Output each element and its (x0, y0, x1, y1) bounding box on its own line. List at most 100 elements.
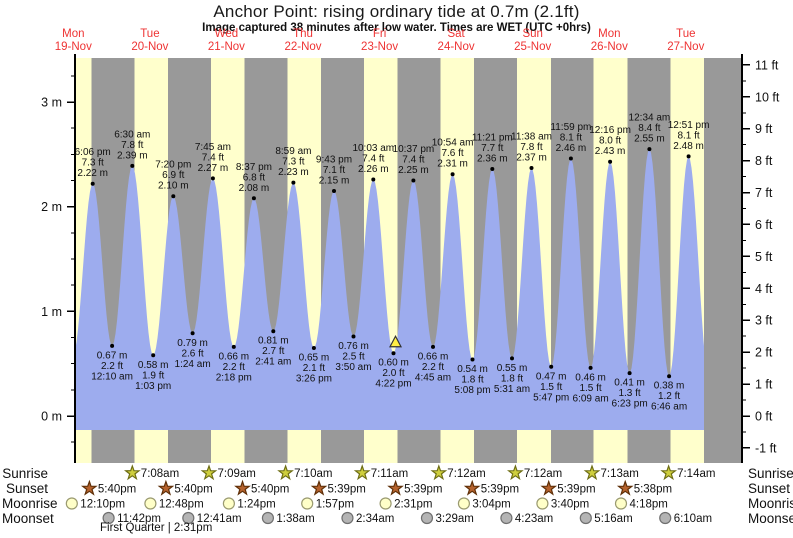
moonrise-time: 1:57pm (316, 499, 354, 511)
tide-point-low: 0.46 m 1.5 ft 6:09 am (573, 365, 609, 404)
moonrise-time: 3:04pm (472, 499, 510, 511)
page-title: Anchor Point: rising ordinary tide at 0.… (213, 2, 580, 21)
moonset-icon (341, 511, 354, 525)
moonrise-time: 12:48pm (159, 499, 204, 511)
tide-area (75, 149, 704, 430)
moonset-icon (102, 511, 115, 525)
svg-text:6:06 pm7.3 ft2.22 m: 6:06 pm 7.3 ft 2.22 m (75, 147, 111, 179)
moonrise-time: 12:10pm (80, 499, 125, 511)
current-tide-marker (389, 334, 403, 348)
moonrise-icon (457, 497, 471, 510)
page-subtitle: Image captured 38 minutes after low wate… (202, 22, 591, 34)
tide-point-high: 12:16 pm 8.0 ft 2.43 m (589, 125, 631, 164)
right-axis-tick-label: 4 ft (755, 282, 773, 296)
moonset-row-label-left: Moonset (2, 511, 54, 526)
tide-point-high: 12:34 am 8.4 ft 2.55 m (629, 113, 670, 152)
svg-text:10:03 am7.4 ft2.26 m: 10:03 am 7.4 ft 2.26 m (352, 143, 394, 175)
tide-point-high: 7:45 am 7.4 ft 2.27 m (195, 142, 231, 181)
tide-point-low: 0.66 m 2.2 ft 2:18 pm (216, 344, 252, 383)
moonrise-icon (222, 497, 235, 510)
svg-text:8:37 pm6.8 ft2.08 m: 8:37 pm 6.8 ft 2.08 m (236, 162, 272, 194)
svg-text:0.66 m2.2 ft4:45 am: 0.66 m 2.2 ft 4:45 am (415, 351, 451, 383)
right-axis-tick-label: 7 ft (755, 186, 773, 200)
svg-text:0.79 m2.6 ft1:24 am: 0.79 m 2.6 ft 1:24 am (175, 338, 211, 370)
right-axis-tick-label: 3 ft (755, 314, 773, 328)
moonrise-icon (614, 497, 628, 510)
sunrise-row-label-right: Sunrise (748, 466, 793, 481)
sunset-icon (387, 479, 404, 496)
svg-text:0.46 m1.5 ft6:09 am: 0.46 m 1.5 ft 6:09 am (573, 372, 609, 404)
sunset-icon (157, 479, 175, 496)
sunset-icon (616, 479, 634, 496)
right-axis-tick-label: 1 ft (755, 378, 773, 392)
sunrise-time: 7:14am (677, 468, 715, 480)
tide-point-low: 0.81 m 2.7 ft 2:41 am (255, 329, 291, 368)
tide-point-high: 6:30 am 7.8 ft 2.39 m (114, 129, 150, 168)
sunrise-time: 7:08am (141, 468, 179, 480)
sunset-time: 5:39pm (557, 484, 595, 496)
moonrise-time: 3:40pm (551, 499, 589, 511)
sunset-time: 5:40pm (98, 484, 136, 496)
moonset-time: 3:29am (436, 513, 474, 525)
sunset-time: 5:39pm (328, 484, 366, 496)
tide-point-low: 0.38 m 1.2 ft 6:46 am (651, 374, 687, 413)
tide-point-low: 0.47 m 1.5 ft 5:47 pm (533, 364, 569, 403)
sunrise-icon (353, 464, 371, 481)
sunrise-time: 7:13am (601, 468, 639, 480)
day-label: Sat 24-Nov (438, 28, 475, 53)
sunset-time: 5:40pm (251, 484, 289, 496)
day-label: Mon 26-Nov (591, 28, 628, 53)
moonrise-time: 4:18pm (630, 499, 668, 511)
sunset-icon (540, 479, 558, 496)
sunset-time: 5:39pm (404, 484, 442, 496)
tide-point-low: 0.58 m 1.9 ft 1:03 pm (135, 353, 171, 392)
tide-point-high: 12:51 pm 8.1 ft 2.48 m (668, 120, 710, 159)
tide-point-high: 11:21 pm 7.7 ft 2.36 m (472, 133, 513, 171)
moonrise-row-label-right: Moonrise (748, 496, 793, 511)
left-axis-tick-label: 1 m (41, 305, 62, 319)
svg-text:0.65 m2.1 ft3:26 pm: 0.65 m 2.1 ft 3:26 pm (296, 353, 332, 385)
tide-point-high: 7:20 pm 6.9 ft 2.10 m (155, 160, 191, 199)
svg-text:8:59 am7.3 ft2.23 m: 8:59 am 7.3 ft 2.23 m (275, 146, 311, 178)
svg-text:0.47 m1.5 ft5:47 pm: 0.47 m 1.5 ft 5:47 pm (533, 371, 569, 403)
left-axis: 0 m 1 m 2 m 3 m (41, 54, 76, 463)
svg-text:11:59 pm8.1 ft2.46 m: 11:59 pm 8.1 ft 2.46 m (550, 122, 591, 154)
svg-text:11:21 pm7.7 ft2.36 m: 11:21 pm 7.7 ft 2.36 m (472, 133, 513, 165)
right-axis-tick-label: 10 ft (755, 90, 780, 104)
right-axis-tick-label: 8 ft (755, 154, 773, 168)
moonrise-time: 2:31pm (394, 499, 432, 511)
tide-annotations: 6:06 pm 7.3 ft 2.22 m 0.67 m 2.2 ft 12:10 am 6… (75, 113, 710, 413)
moonset-time: 12:41am (197, 513, 242, 525)
moonrise-icon (65, 497, 78, 510)
tide-point-high: 10:03 am 7.4 ft 2.26 m (352, 143, 394, 182)
day-label: Thu 22-Nov (284, 28, 321, 53)
tide-point-low: 0.55 m 1.8 ft 5:31 am (494, 356, 530, 395)
tide-point-high: 10:37 pm 7.4 ft 2.25 m (393, 144, 434, 183)
left-axis-tick-label: 0 m (41, 410, 62, 424)
svg-text:12:51 pm8.1 ft2.48 m: 12:51 pm 8.1 ft 2.48 m (668, 120, 710, 152)
sunset-time: 5:38pm (634, 484, 672, 496)
sunset-time: 5:39pm (481, 484, 519, 496)
moonrise-time: 1:24pm (237, 499, 275, 511)
astro-events: 7:08am 7:09am 7:10am 7:11am 7:12am 7:12am 7:13… (65, 464, 715, 525)
svg-text:7:45 am7.4 ft2.27 m: 7:45 am 7.4 ft 2.27 m (195, 142, 231, 174)
sunset-row-label-left: Sunset (5, 481, 48, 496)
sunrise-time: 7:10am (294, 468, 332, 480)
sunrise-icon (277, 464, 294, 481)
sunrise-icon (583, 464, 601, 481)
svg-text:0.58 m1.9 ft1:03 pm: 0.58 m 1.9 ft 1:03 pm (135, 360, 171, 392)
right-axis-tick-label: 2 ft (755, 346, 773, 360)
day-label: Mon 19-Nov (55, 28, 92, 53)
moonset-time: 2:34am (356, 513, 394, 525)
moonset-icon (500, 511, 513, 525)
right-axis: -1 ft 0 ft 1 ft 2 ft 3 ft 4 ft 5 ft 6 ft 7 ft 8 f… (741, 54, 780, 463)
moonset-icon (261, 511, 275, 525)
moonset-icon (659, 511, 672, 525)
sunrise-time: 7:11am (371, 468, 409, 480)
svg-text:0.54 m1.8 ft5:08 pm: 0.54 m 1.8 ft 5:08 pm (454, 364, 490, 396)
tide-point-low: 0.76 m 2.5 ft 3:50 am (335, 334, 372, 373)
right-axis-tick-label: 5 ft (755, 250, 773, 264)
